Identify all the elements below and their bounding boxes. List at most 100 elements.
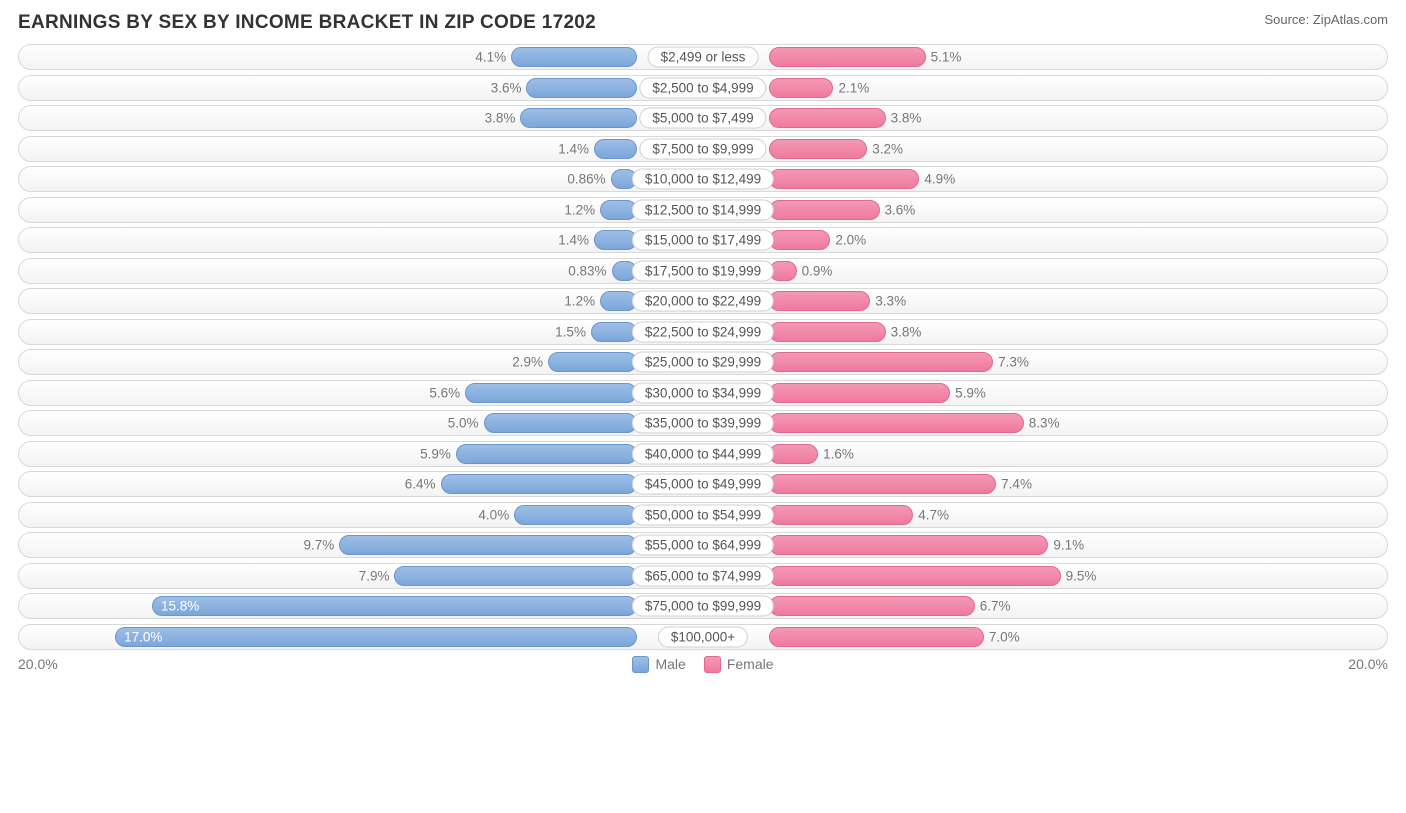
female-half: 3.2% [769, 139, 1383, 159]
female-half: 3.3% [769, 291, 1383, 311]
female-half: 5.1% [769, 47, 1383, 67]
male-bar: 15.8% [152, 596, 637, 616]
male-value-label: 5.6% [429, 385, 460, 400]
chart-row: 1.5%3.8%$22,500 to $24,999 [18, 319, 1388, 345]
male-half: 1.4% [23, 230, 637, 250]
female-value-label: 9.1% [1053, 538, 1084, 553]
male-half: 1.5% [23, 322, 637, 342]
category-label: $25,000 to $29,999 [632, 352, 774, 373]
female-value-label: 0.9% [802, 263, 833, 278]
chart-row: 17.0%7.0%$100,000+ [18, 624, 1388, 650]
female-value-label: 3.8% [891, 111, 922, 126]
female-value-label: 3.6% [885, 202, 916, 217]
female-bar: 2.0% [769, 230, 830, 250]
category-label: $35,000 to $39,999 [632, 413, 774, 434]
legend: Male Female [58, 656, 1349, 673]
male-bar: 5.6% [465, 383, 637, 403]
female-value-label: 7.0% [989, 629, 1020, 644]
male-bar: 2.9% [548, 352, 637, 372]
male-bar: 4.1% [511, 47, 637, 67]
category-label: $17,500 to $19,999 [632, 260, 774, 281]
category-label: $75,000 to $99,999 [632, 596, 774, 617]
male-value-label: 1.4% [558, 141, 589, 156]
source-attribution: Source: ZipAtlas.com [1264, 12, 1388, 27]
legend-male-label: Male [655, 656, 685, 672]
chart-title: EARNINGS BY SEX BY INCOME BRACKET IN ZIP… [18, 12, 596, 34]
male-half: 6.4% [23, 474, 637, 494]
male-half: 5.9% [23, 444, 637, 464]
male-value-label: 3.6% [491, 80, 522, 95]
male-value-label: 1.4% [558, 233, 589, 248]
female-value-label: 8.3% [1029, 416, 1060, 431]
male-value-label: 5.9% [420, 446, 451, 461]
chart-row: 1.4%3.2%$7,500 to $9,999 [18, 136, 1388, 162]
legend-item-male: Male [632, 656, 685, 673]
male-value-label: 17.0% [124, 629, 162, 644]
female-value-label: 5.1% [931, 50, 962, 65]
male-half: 4.1% [23, 47, 637, 67]
chart-row: 4.0%4.7%$50,000 to $54,999 [18, 502, 1388, 528]
chart-row: 1.2%3.3%$20,000 to $22,499 [18, 288, 1388, 314]
female-bar: 3.8% [769, 322, 886, 342]
female-bar: 4.7% [769, 505, 913, 525]
category-label: $55,000 to $64,999 [632, 535, 774, 556]
female-bar: 3.8% [769, 108, 886, 128]
male-half: 3.6% [23, 78, 637, 98]
male-half: 1.2% [23, 200, 637, 220]
male-bar: 1.5% [591, 322, 637, 342]
female-bar: 7.3% [769, 352, 993, 372]
category-label: $12,500 to $14,999 [632, 199, 774, 220]
male-swatch-icon [632, 656, 649, 673]
female-half: 3.8% [769, 108, 1383, 128]
male-value-label: 1.2% [564, 202, 595, 217]
female-bar: 1.6% [769, 444, 818, 464]
male-value-label: 3.8% [485, 111, 516, 126]
male-bar: 17.0% [115, 627, 637, 647]
chart-row: 2.9% 7.3%$25,000 to $29,999 [18, 349, 1388, 375]
chart-row: 5.9%1.6%$40,000 to $44,999 [18, 441, 1388, 467]
female-half: 1.6% [769, 444, 1383, 464]
male-value-label: 5.0% [448, 416, 479, 431]
female-value-label: 3.2% [872, 141, 903, 156]
chart-row: 6.4%7.4%$45,000 to $49,999 [18, 471, 1388, 497]
diverging-bar-chart: 4.1%5.1%$2,499 or less3.6%2.1%$2,500 to … [18, 44, 1388, 650]
male-value-label: 7.9% [359, 568, 390, 583]
chart-row: 3.6%2.1%$2,500 to $4,999 [18, 75, 1388, 101]
category-label: $65,000 to $74,999 [632, 565, 774, 586]
legend-item-female: Female [704, 656, 774, 673]
axis-max-right: 20.0% [1348, 656, 1388, 672]
chart-row: 7.9% 9.5%$65,000 to $74,999 [18, 563, 1388, 589]
male-bar: 3.6% [526, 78, 637, 98]
female-bar: 6.7% [769, 596, 975, 616]
female-value-label: 6.7% [980, 599, 1011, 614]
male-bar: 6.4% [441, 474, 637, 494]
male-half: 4.0% [23, 505, 637, 525]
male-half: 5.6% [23, 383, 637, 403]
female-half: 4.7% [769, 505, 1383, 525]
female-bar: 3.6% [769, 200, 880, 220]
female-half: 9.5% [769, 566, 1383, 586]
chart-row: 0.86%4.9%$10,000 to $12,499 [18, 166, 1388, 192]
chart-row: 9.7%9.1%$55,000 to $64,999 [18, 532, 1388, 558]
category-label: $10,000 to $12,499 [632, 169, 774, 190]
female-value-label: 3.8% [891, 324, 922, 339]
female-swatch-icon [704, 656, 721, 673]
chart-row: 15.8%6.7%$75,000 to $99,999 [18, 593, 1388, 619]
female-half: 0.9% [769, 261, 1383, 281]
chart-row: 0.83% 0.9% $17,500 to $19,999 [18, 258, 1388, 284]
male-half: 7.9% [23, 566, 637, 586]
male-half: 17.0% [23, 627, 637, 647]
female-half: 9.1% [769, 535, 1383, 555]
female-value-label: 4.7% [918, 507, 949, 522]
male-half: 15.8% [23, 596, 637, 616]
female-bar: 7.0% [769, 627, 984, 647]
female-half: 5.9% [769, 383, 1383, 403]
male-half: 0.83% [23, 261, 637, 281]
chart-row: 5.6%5.9%$30,000 to $34,999 [18, 380, 1388, 406]
female-bar: 7.4% [769, 474, 996, 494]
chart-row: 4.1%5.1%$2,499 or less [18, 44, 1388, 70]
axis-max-left: 20.0% [18, 656, 58, 672]
male-value-label: 2.9% [512, 355, 543, 370]
male-bar: 4.0% [514, 505, 637, 525]
female-bar: 9.5% [769, 566, 1061, 586]
